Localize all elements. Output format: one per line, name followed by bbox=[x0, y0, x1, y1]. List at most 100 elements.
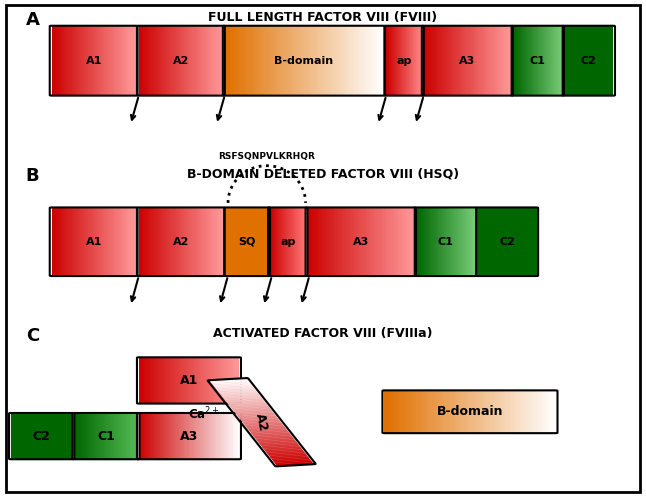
Bar bbox=[536, 208, 537, 275]
Bar bbox=[377, 208, 379, 275]
Bar bbox=[123, 208, 125, 275]
Bar bbox=[105, 26, 107, 95]
Bar bbox=[470, 391, 472, 432]
Bar bbox=[353, 208, 355, 275]
Bar bbox=[386, 391, 389, 432]
Bar bbox=[178, 208, 179, 275]
Bar bbox=[355, 208, 357, 275]
Bar bbox=[388, 26, 389, 95]
Bar bbox=[289, 208, 290, 275]
Bar bbox=[499, 208, 500, 275]
Bar bbox=[406, 391, 408, 432]
Bar bbox=[48, 414, 49, 459]
Text: B-domain: B-domain bbox=[275, 56, 333, 66]
Bar bbox=[176, 358, 178, 403]
Bar bbox=[448, 208, 449, 275]
Bar bbox=[417, 208, 419, 275]
Bar bbox=[264, 26, 267, 95]
Bar bbox=[375, 26, 377, 95]
Bar bbox=[95, 208, 96, 275]
Bar bbox=[234, 208, 235, 275]
Bar bbox=[275, 26, 276, 95]
Bar bbox=[417, 26, 418, 95]
Bar bbox=[149, 26, 150, 95]
Bar bbox=[469, 208, 470, 275]
Bar bbox=[216, 387, 255, 391]
Bar bbox=[40, 414, 41, 459]
Bar bbox=[427, 391, 430, 432]
Bar bbox=[229, 414, 231, 459]
Bar bbox=[428, 208, 429, 275]
Bar bbox=[44, 414, 45, 459]
Bar bbox=[183, 208, 184, 275]
Bar bbox=[211, 26, 212, 95]
Bar bbox=[603, 26, 604, 95]
Bar bbox=[421, 26, 422, 95]
Bar bbox=[418, 208, 419, 275]
Bar bbox=[424, 208, 425, 275]
Bar bbox=[452, 208, 453, 275]
Bar bbox=[559, 26, 561, 95]
Bar bbox=[423, 208, 424, 275]
Bar bbox=[204, 208, 205, 275]
Bar bbox=[215, 414, 217, 459]
Bar bbox=[486, 26, 487, 95]
Bar bbox=[229, 404, 267, 408]
Bar bbox=[521, 391, 524, 432]
Bar bbox=[114, 26, 115, 95]
Bar bbox=[125, 208, 127, 275]
Bar bbox=[305, 208, 306, 275]
Bar bbox=[443, 26, 444, 95]
Bar bbox=[211, 380, 249, 384]
Bar bbox=[585, 26, 586, 95]
Bar bbox=[434, 208, 435, 275]
Bar bbox=[94, 208, 95, 275]
Bar bbox=[253, 433, 291, 437]
Bar bbox=[272, 458, 310, 462]
Bar bbox=[187, 414, 188, 459]
Bar bbox=[495, 26, 497, 95]
Bar bbox=[101, 26, 103, 95]
Bar bbox=[250, 208, 251, 275]
Bar bbox=[83, 414, 84, 459]
Bar bbox=[411, 26, 412, 95]
Bar bbox=[504, 208, 505, 275]
Bar bbox=[292, 26, 295, 95]
Bar bbox=[225, 26, 227, 95]
Bar bbox=[118, 414, 119, 459]
Bar bbox=[309, 208, 311, 275]
Bar bbox=[603, 26, 604, 95]
Bar bbox=[524, 26, 525, 95]
Bar bbox=[462, 208, 463, 275]
Bar bbox=[139, 414, 140, 459]
Bar bbox=[258, 26, 261, 95]
Bar bbox=[264, 448, 302, 452]
Bar bbox=[171, 26, 173, 95]
Bar bbox=[45, 414, 47, 459]
Bar bbox=[97, 208, 98, 275]
Bar bbox=[594, 26, 595, 95]
Bar bbox=[152, 414, 154, 459]
Bar bbox=[529, 208, 530, 275]
Bar bbox=[363, 26, 366, 95]
Bar bbox=[453, 208, 455, 275]
Bar bbox=[220, 358, 222, 403]
Bar bbox=[484, 26, 486, 95]
Bar bbox=[228, 358, 229, 403]
Bar bbox=[163, 358, 164, 403]
Bar bbox=[191, 26, 193, 95]
Bar bbox=[464, 208, 465, 275]
Bar bbox=[156, 208, 157, 275]
Bar bbox=[419, 208, 420, 275]
Bar bbox=[165, 208, 167, 275]
Bar bbox=[299, 208, 300, 275]
Bar bbox=[601, 26, 602, 95]
Bar bbox=[401, 26, 402, 95]
Bar bbox=[238, 26, 241, 95]
Bar bbox=[57, 208, 58, 275]
Bar bbox=[92, 414, 94, 459]
Bar bbox=[284, 26, 286, 95]
Bar bbox=[162, 358, 163, 403]
Bar bbox=[599, 26, 601, 95]
Bar bbox=[247, 208, 248, 275]
